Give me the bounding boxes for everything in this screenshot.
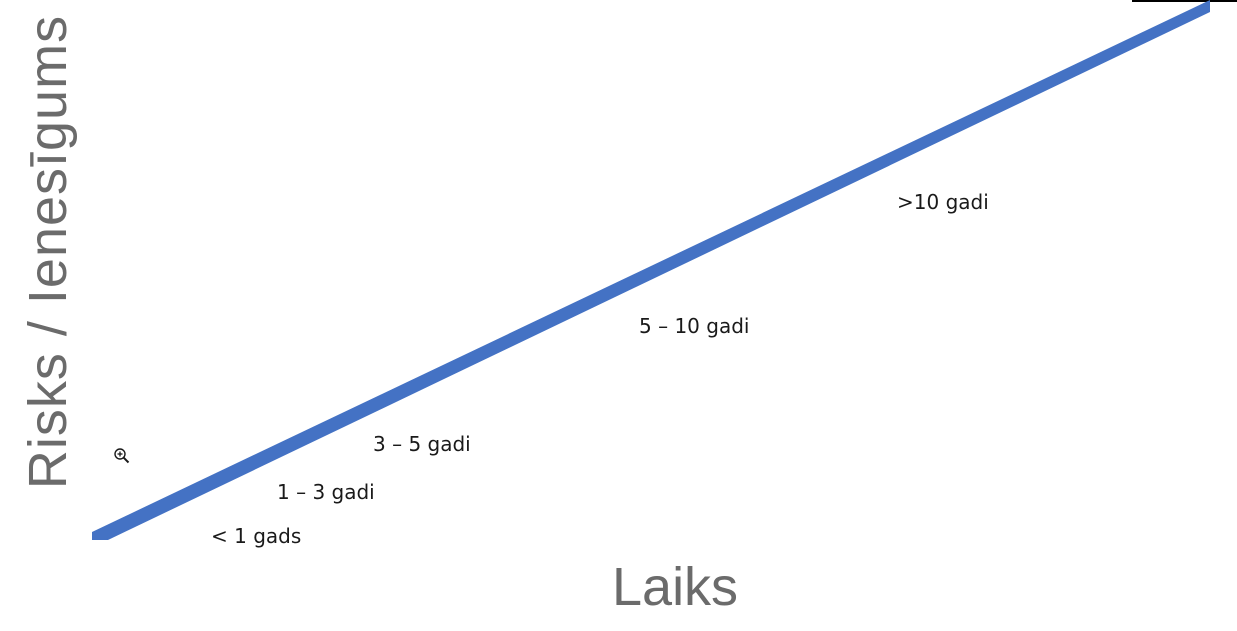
horizon-label: >10 gadi [897, 190, 989, 214]
horizon-label: 1 – 3 gadi [277, 480, 375, 504]
horizon-label: 3 – 5 gadi [373, 432, 471, 456]
top-edge-divider [1132, 0, 1237, 2]
y-axis-label: Risks / Ienesīgums [18, 14, 78, 490]
trend-line [92, 0, 1210, 540]
horizon-label: < 1 gads [211, 524, 302, 548]
zoom-in-icon [114, 448, 130, 464]
x-axis-label: Laiks [612, 557, 739, 617]
horizon-label: 5 – 10 gadi [639, 314, 750, 338]
